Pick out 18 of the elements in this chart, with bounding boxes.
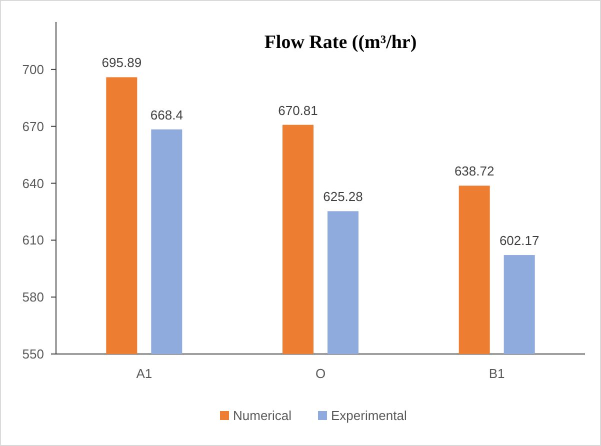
y-tick-label: 610 [22,232,44,248]
legend-label: Numerical [233,408,292,423]
legend-label: Experimental [331,408,407,423]
data-label: 638.72 [454,164,494,179]
y-tick-label: 640 [22,176,44,191]
data-label: 668.4 [150,107,183,122]
x-tick-label: A1 [136,366,152,381]
text: Flow Rate ((m³/hr) [264,32,417,53]
data-label: 695.89 [102,55,142,70]
data-label: 625.28 [323,189,363,204]
x-tick-label: O [315,366,326,381]
data-label: 602.17 [499,233,540,248]
y-tick-label: 550 [22,346,44,362]
y-tick-label: 700 [22,62,44,77]
y-tick-label: 670 [22,118,44,134]
x-tick-label: B1 [488,366,505,381]
data-label: 670.81 [278,102,318,118]
y-tick-label: 580 [22,290,44,305]
